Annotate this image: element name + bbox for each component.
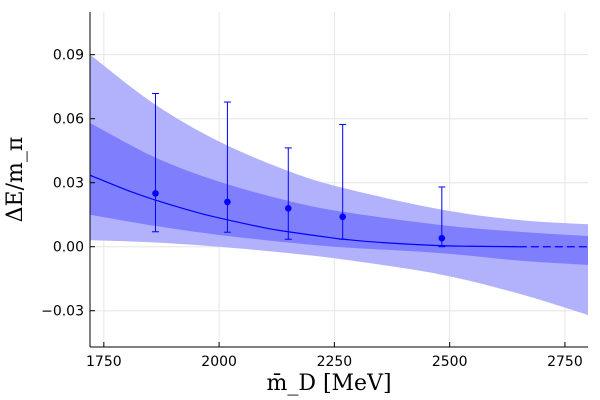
data-point — [339, 213, 346, 221]
x-tick-label: 1750 — [86, 354, 122, 370]
y-tick-label: 0.09 — [53, 48, 84, 64]
data-point — [224, 198, 231, 206]
data-point-group — [438, 186, 446, 248]
inner-band — [90, 122, 588, 265]
data-point — [284, 205, 292, 212]
y-axis-label: ΔE/m_π — [3, 137, 28, 223]
y-tick-label: 0.06 — [53, 112, 84, 128]
data-point-group — [284, 147, 292, 240]
x-tick-label: 2500 — [432, 354, 468, 370]
ticks: 1750 2000 2250 2500 2750 −0.03 0.00 0.03 0.06 0.0… — [41, 48, 583, 370]
x-tick-label: 2250 — [317, 354, 353, 370]
y-tick-label: 0.00 — [53, 240, 84, 256]
data-point-group — [223, 101, 231, 233]
data-points — [151, 93, 446, 248]
data-point — [438, 234, 446, 242]
x-axis-label: m̄_D [MeV] — [266, 371, 391, 396]
y-tick-label: 0.03 — [53, 176, 84, 192]
x-tick-label: 2000 — [201, 354, 237, 370]
axes — [89, 12, 588, 348]
grid — [90, 12, 588, 347]
x-tick-label: 2750 — [547, 354, 583, 370]
y-tick-label: −0.03 — [41, 304, 84, 320]
data-point — [152, 190, 159, 197]
uncertainty-bands — [90, 54, 588, 315]
data-point-group — [151, 93, 159, 233]
data-point-group — [339, 123, 347, 240]
